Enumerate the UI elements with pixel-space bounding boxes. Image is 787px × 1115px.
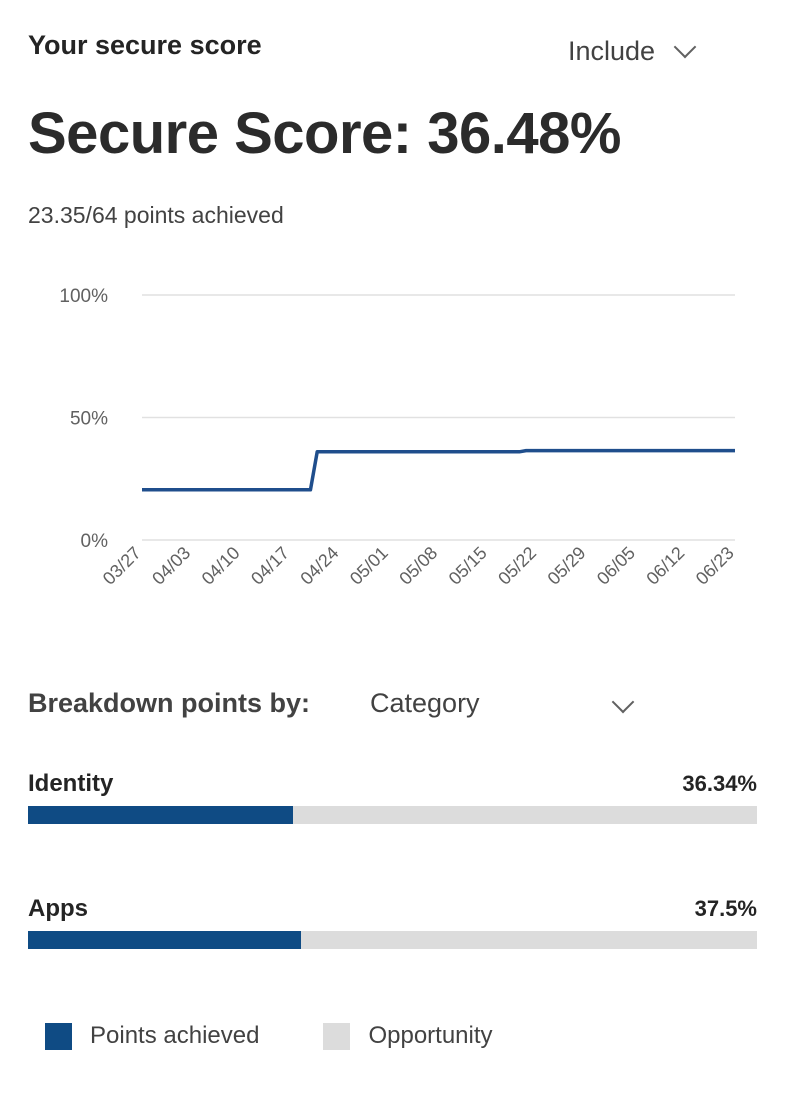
- legend: Points achieved Opportunity: [45, 1022, 557, 1050]
- breakdown-category-dropdown[interactable]: Category: [370, 688, 640, 719]
- chevron-down-icon: [611, 690, 635, 714]
- category-name: Apps: [28, 895, 88, 922]
- category-percent: 36.34%: [682, 771, 757, 796]
- x-tick-label: 05/29: [544, 543, 590, 589]
- category-percent: 37.5%: [694, 896, 757, 921]
- category-name: Identity: [28, 770, 114, 797]
- x-tick-label: 06/05: [593, 543, 639, 589]
- category-progress-fill: [28, 931, 302, 949]
- category-progress-track: [28, 806, 757, 824]
- include-dropdown-label: Include: [568, 36, 656, 66]
- breakdown-selector-row: Breakdown points by: Category: [28, 688, 648, 719]
- x-tick-label: 06/12: [642, 543, 688, 589]
- y-tick-label: 100%: [59, 286, 108, 307]
- x-tick-label: 04/10: [198, 543, 244, 589]
- legend-swatch-opportunity: [323, 1022, 351, 1050]
- category-apps: Apps 37.5%: [28, 895, 757, 949]
- score-history-chart: 0% 50% 100% 03/27 04/03 04/10 04/17 04/24 05/01 0…: [0, 270, 787, 640]
- breakdown-label: Breakdown points by:: [28, 688, 311, 718]
- card-title: Your secure score: [28, 30, 262, 60]
- secure-score-value: Secure Score: 36.48%: [28, 101, 621, 166]
- legend-label: Points achieved: [90, 1022, 260, 1049]
- chevron-down-icon: [673, 35, 697, 58]
- legend-swatch-points-achieved: [45, 1022, 72, 1050]
- x-tick-label: 06/23: [692, 543, 738, 589]
- legend-item-points-achieved: Points achieved: [45, 1022, 259, 1050]
- x-tick-label: 04/03: [148, 543, 194, 589]
- legend-label: Opportunity: [368, 1022, 493, 1049]
- y-tick-label: 0%: [81, 531, 109, 552]
- x-tick-label: 05/15: [445, 543, 491, 589]
- category-identity: Identity 36.34%: [28, 770, 757, 824]
- include-dropdown[interactable]: Include: [568, 35, 697, 67]
- y-tick-label: 50%: [70, 409, 108, 430]
- x-tick-label: 05/22: [494, 543, 540, 589]
- points-achieved-text: 23.35/64 points achieved: [28, 202, 284, 228]
- x-tick-label: 04/24: [297, 543, 343, 589]
- legend-item-opportunity: Opportunity: [323, 1022, 493, 1050]
- x-tick-label: 05/08: [395, 543, 441, 589]
- category-progress-track: [28, 931, 757, 949]
- score-series-line: [142, 448, 735, 492]
- score-history-chart-svg: 0%50%100%03/27 04/03 04/10 04/17 04/24 05/01 0…: [59, 286, 738, 589]
- x-tick-label: 05/01: [346, 543, 392, 589]
- category-progress-fill: [28, 806, 293, 824]
- x-tick-label: 04/17: [247, 543, 293, 589]
- breakdown-selected-value: Category: [370, 688, 480, 718]
